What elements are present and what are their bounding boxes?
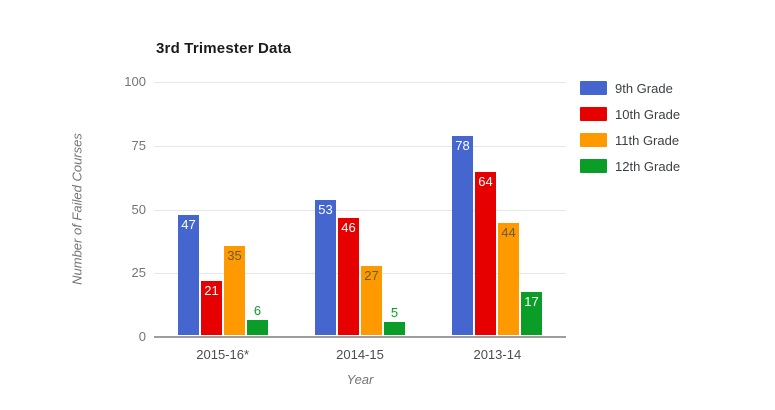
legend-label: 9th Grade <box>615 80 673 96</box>
gridline-100 <box>154 82 566 83</box>
bar-11th-grade-2014-15[interactable] <box>361 266 382 335</box>
x-category-label-2015-16*: 2015-16* <box>196 347 250 362</box>
gridline-50 <box>154 210 566 211</box>
legend-label: 11th Grade <box>615 132 680 148</box>
bar-10th-grade-2015-16*[interactable] <box>201 281 222 335</box>
legend-item-10th-grade[interactable]: 10th Grade <box>580 106 681 122</box>
bar-9th-grade-2015-16*[interactable] <box>178 215 199 335</box>
legend-swatch-icon <box>580 159 607 173</box>
bar-value-label: 78 <box>455 138 470 153</box>
x-axis-baseline <box>154 336 566 338</box>
bar-11th-grade-2015-16*[interactable] <box>224 246 245 335</box>
legend-label: 10th Grade <box>615 106 681 122</box>
y-tick-label-25: 25 <box>131 265 146 281</box>
y-tick-label-50: 50 <box>131 201 146 217</box>
bar-value-label: 35 <box>227 248 242 263</box>
bar-11th-grade-2013-14[interactable] <box>498 223 519 335</box>
legend-item-9th-grade[interactable]: 9th Grade <box>580 80 680 96</box>
legend-swatch-icon <box>580 107 607 121</box>
x-axis-title: Year <box>346 372 374 387</box>
bar-9th-grade-2014-15[interactable] <box>315 200 336 335</box>
bar-value-label: 64 <box>478 174 493 189</box>
bar-value-label: 6 <box>253 303 262 318</box>
bar-value-label: 17 <box>524 294 539 309</box>
x-category-label-2013-14: 2013-14 <box>473 347 522 362</box>
bar-12th-grade-2015-16*[interactable] <box>247 320 268 335</box>
y-tick-label-0: 0 <box>138 329 146 344</box>
legend-item-12th-grade[interactable]: 12th Grade <box>580 158 681 174</box>
plot-area: 47 21 35 6 53 46 27 5 78 64 44 17 <box>154 82 566 338</box>
bar-10th-grade-2014-15[interactable] <box>338 218 359 335</box>
bar-value-label: 5 <box>390 305 399 320</box>
gridline-25 <box>154 273 566 274</box>
bar-value-label: 21 <box>204 283 219 298</box>
legend-swatch-icon <box>580 133 607 147</box>
bar-12th-grade-2014-15[interactable] <box>384 322 405 335</box>
x-category-label-2014-15: 2014-15 <box>336 347 384 362</box>
bar-value-label: 46 <box>341 220 356 235</box>
bar-value-label: 27 <box>364 268 379 283</box>
bar-9th-grade-2013-14[interactable] <box>452 136 473 335</box>
bar-value-label: 44 <box>501 225 516 240</box>
y-tick-label-100: 100 <box>124 74 146 89</box>
bar-12th-grade-2013-14[interactable] <box>521 292 542 335</box>
bar-value-label: 53 <box>318 202 333 217</box>
bar-value-label: 47 <box>181 217 196 232</box>
gridline-75 <box>154 146 566 147</box>
legend-label: 12th Grade <box>615 158 681 174</box>
legend-item-11th-grade[interactable]: 11th Grade <box>580 132 680 148</box>
bar-10th-grade-2013-14[interactable] <box>475 172 496 335</box>
y-tick-label-75: 75 <box>131 137 146 153</box>
legend-swatch-icon <box>580 81 607 95</box>
chart-title: 3rd Trimester Data <box>156 40 292 57</box>
legend: 9th Grade 10th Grade 11th Grade 12th Grade <box>580 81 680 185</box>
